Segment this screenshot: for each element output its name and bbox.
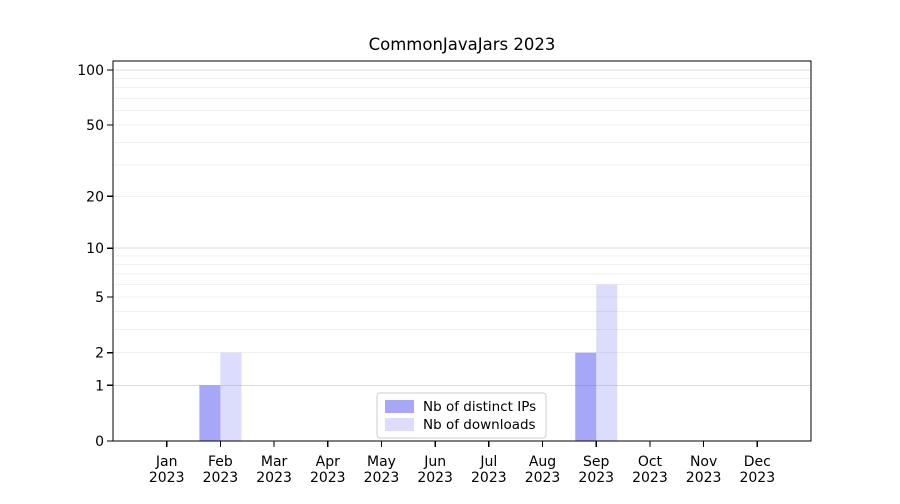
x-tick-label-year-mar: 2023	[256, 470, 292, 486]
x-tick-label-year-apr: 2023	[310, 470, 346, 486]
bar-sep-nb-of-distinct-ips	[575, 352, 597, 441]
plot-border	[112, 60, 812, 442]
y-tick-label-100: 100	[77, 63, 104, 79]
x-tick-label-month-may: May	[367, 454, 396, 470]
y-tick-label-50: 50	[86, 118, 104, 134]
bar-sep-nb-of-downloads	[596, 284, 618, 441]
x-tick-label-month-aug: Aug	[529, 454, 556, 470]
x-tick-label-month-jul: Jul	[479, 454, 497, 470]
x-tick-label-year-nov: 2023	[686, 470, 722, 486]
x-tick-label-year-feb: 2023	[203, 470, 239, 486]
x-tick-label-month-feb: Feb	[208, 454, 233, 470]
x-tick-label-month-nov: Nov	[690, 454, 717, 470]
x-tick-label-month-mar: Mar	[261, 454, 288, 470]
x-tick-label-month-jun: Jun	[423, 454, 446, 470]
legend-swatch-nb-of-downloads	[385, 418, 414, 431]
x-tick-label-year-jan: 2023	[149, 470, 185, 486]
x-tick-label-year-dec: 2023	[739, 470, 775, 486]
legend-box	[376, 392, 547, 439]
x-tick-label-month-sep: Sep	[583, 454, 610, 470]
y-tick-label-5: 5	[95, 290, 104, 306]
x-tick-label-month-apr: Apr	[316, 454, 340, 470]
y-tick-label-1: 1	[95, 378, 104, 394]
legend-label-nb-of-downloads: Nb of downloads	[423, 417, 536, 433]
x-tick-label-year-may: 2023	[364, 470, 400, 486]
legend: Nb of distinct IPs Nb of downloads	[376, 392, 547, 439]
legend-swatch-nb-of-distinct-ips	[385, 400, 414, 413]
x-tick-label-year-jun: 2023	[417, 470, 453, 486]
x-tick-label-month-oct: Oct	[638, 454, 663, 470]
x-tick-label-year-oct: 2023	[632, 470, 668, 486]
y-tick-label-10: 10	[86, 241, 104, 257]
x-tick-label-month-dec: Dec	[744, 454, 771, 470]
y-tick-label-0: 0	[95, 434, 104, 450]
x-tick-label-year-sep: 2023	[578, 470, 614, 486]
x-tick-label-month-jan: Jan	[155, 454, 178, 470]
y-tick-label-20: 20	[86, 189, 104, 205]
y-tick-label-2: 2	[95, 346, 104, 362]
legend-label-nb-of-distinct-ips: Nb of distinct IPs	[423, 399, 536, 415]
bar-feb-nb-of-downloads	[220, 352, 242, 441]
x-tick-label-year-jul: 2023	[471, 470, 507, 486]
chart-title: CommonJavaJars 2023	[369, 35, 556, 54]
x-tick-label-year-aug: 2023	[525, 470, 561, 486]
bar-feb-nb-of-distinct-ips	[199, 385, 221, 441]
